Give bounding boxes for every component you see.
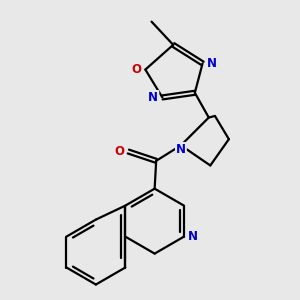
Text: N: N <box>207 57 217 70</box>
Text: N: N <box>188 230 198 243</box>
Text: O: O <box>131 63 141 76</box>
Text: N: N <box>148 91 158 104</box>
Text: O: O <box>114 145 124 158</box>
Text: N: N <box>176 143 186 156</box>
